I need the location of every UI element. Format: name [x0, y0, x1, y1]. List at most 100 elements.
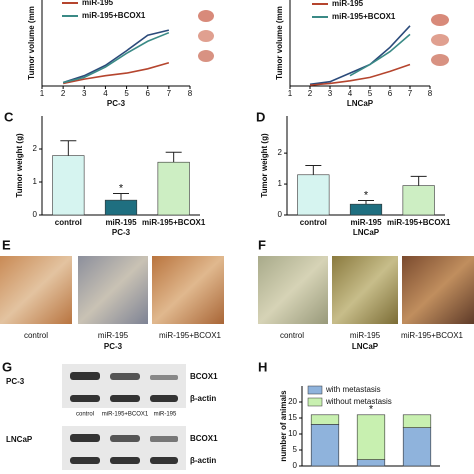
x-tick-label: 1 [288, 89, 293, 98]
y-axis-label: Tumor volume (mm [27, 6, 36, 80]
band-label: BCOX1 [190, 434, 218, 443]
y-tick-label: 2 [278, 148, 283, 157]
y-axis-label: Tumor weight (g) [15, 133, 24, 198]
bar [402, 185, 435, 216]
y-tick-label: 15 [288, 413, 297, 422]
lane-label: miR-195 [154, 412, 177, 418]
lane-label: miR-195+BCOX1 [102, 412, 149, 418]
x-tick-label: 7 [167, 89, 172, 98]
annotation: * [119, 182, 124, 194]
bar-segment [402, 427, 432, 467]
x-tick-label: miR-195+BCOX1 [142, 218, 206, 227]
series-line [349, 33, 411, 77]
panel-letter: H [258, 359, 267, 374]
x-tick-label: 5 [368, 89, 373, 98]
group-label: PC-3 [104, 342, 123, 351]
y-tick-label: 0 [293, 461, 298, 470]
series-line [62, 29, 170, 84]
legend-swatch [307, 397, 323, 407]
x-axis-label: LNCaP [347, 99, 374, 108]
error-bar [358, 199, 374, 205]
band-label: β-actin [190, 456, 216, 465]
group-label: LNCaP [352, 342, 379, 351]
caption: miR-195+BCOX1 [159, 331, 222, 340]
bar [52, 155, 85, 216]
error-bar [410, 175, 427, 186]
band-label: BCOX1 [190, 372, 218, 381]
legend-label: miR-195 [332, 0, 364, 8]
legend-label: miR-195 [82, 0, 114, 7]
x-axis-label: PC-3 [112, 228, 131, 237]
x-tick-label: 8 [428, 89, 433, 98]
x-tick-label: 2 [308, 89, 313, 98]
panel-letter: F [258, 237, 266, 252]
x-tick-label: control [55, 218, 82, 227]
x-tick-label: 1 [40, 89, 45, 98]
x-tick-label: 5 [124, 89, 129, 98]
legend-label: miR-195+BCOX1 [82, 11, 146, 20]
error-bar [165, 151, 182, 163]
y-axis-label: Tumor weight (g) [260, 133, 269, 198]
y-tick-label: 0 [33, 210, 38, 219]
caption: miR-195 [98, 331, 129, 340]
tumor-photos [198, 10, 449, 66]
bar-segment [310, 424, 340, 467]
series-line [62, 31, 170, 84]
caption: miR-195 [350, 331, 381, 340]
bar-segment [310, 414, 340, 425]
legend-label: miR-195+BCOX1 [332, 12, 396, 21]
ihc-images [0, 256, 474, 324]
lane-label: control [76, 412, 94, 418]
caption: control [24, 331, 48, 340]
legend-swatch [307, 385, 323, 395]
series-line [309, 25, 411, 86]
x-tick-label: control [300, 218, 327, 227]
y-tick-label: 10 [288, 429, 297, 438]
bar [349, 203, 383, 216]
bar-segment [402, 414, 432, 428]
bar [297, 174, 330, 216]
y-axis-label: number of animals [279, 390, 288, 462]
panel-letter: D [256, 109, 265, 124]
x-tick-label: miR-195 [105, 218, 137, 227]
panel-letter: G [2, 359, 12, 374]
x-tick-label: 6 [145, 89, 150, 98]
y-tick-label: 2 [33, 144, 38, 153]
western-blot [62, 364, 186, 470]
y-tick-label: 5 [293, 445, 298, 454]
x-axis-label: PC-3 [107, 99, 126, 108]
annotation: * [364, 189, 369, 201]
x-tick-label: 8 [188, 89, 193, 98]
band-label: β-actin [190, 394, 216, 403]
y-tick-label: 1 [33, 177, 38, 186]
x-tick-label: 4 [103, 89, 108, 98]
caption: control [280, 331, 304, 340]
error-bar [113, 193, 129, 201]
y-axis-label: Tumor volume (mm [275, 6, 284, 80]
bar [157, 161, 190, 216]
series-line [62, 62, 170, 85]
x-tick-label: miR-195+BCOX1 [387, 218, 451, 227]
legend-label: with metastasis [325, 385, 381, 394]
caption: miR-195+BCOX1 [401, 331, 464, 340]
y-tick-label: 0 [278, 210, 283, 219]
error-bar [305, 165, 322, 175]
panel-letter: E [2, 237, 11, 252]
x-tick-label: 2 [61, 89, 66, 98]
x-tick-label: 7 [408, 89, 413, 98]
x-axis-label: LNCaP [353, 228, 380, 237]
x-tick-label: 3 [328, 89, 333, 98]
panel-letter: C [4, 109, 14, 124]
y-tick-label: 1 [278, 179, 283, 188]
x-tick-label: 4 [348, 89, 353, 98]
annotation: * [369, 404, 374, 416]
legend-label: without metastasis [325, 397, 392, 406]
bar-segment [356, 414, 386, 460]
cell-label: PC-3 [6, 377, 25, 386]
x-tick-label: miR-195 [350, 218, 382, 227]
bar [104, 199, 138, 216]
cell-label: LNCaP [6, 435, 33, 444]
series-line [309, 63, 411, 86]
y-tick-label: 20 [288, 397, 297, 406]
